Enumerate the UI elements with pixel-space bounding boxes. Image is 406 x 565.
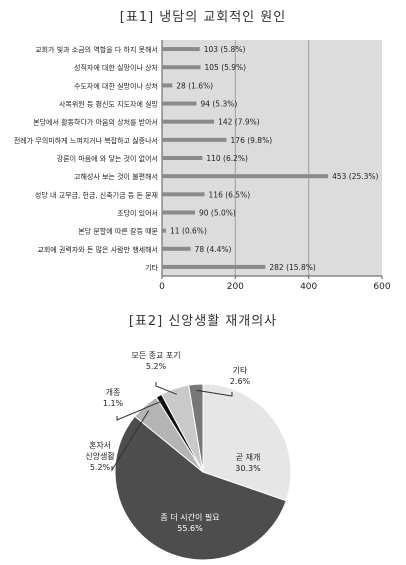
x-tick-label: 0 [159, 282, 165, 292]
bar [162, 210, 195, 215]
category-label: 조당이 있어서 [117, 208, 158, 217]
data-label: 105 (5.9%) [205, 63, 247, 72]
leader-line [155, 382, 177, 395]
chart2-title: [표2] 신앙생활 재개의사 [128, 314, 278, 329]
category-label: 교회에 권력자와 돈 많은 사람만 행세해서 [37, 245, 158, 254]
data-label: 28 (1.6%) [176, 81, 213, 90]
category-label: 성당 내 교무금, 헌금, 신축기금 등 돈 문제 [35, 190, 158, 199]
x-tick-label: 200 [227, 282, 244, 292]
bar [162, 264, 266, 269]
data-label: 282 (15.8%) [269, 263, 315, 272]
slice-name-label: 개종 [106, 387, 121, 397]
category-label: 본당에서 활동하다가 마음의 상처를 받아서 [33, 118, 158, 127]
bar [162, 137, 227, 142]
data-label: 110 (6.2%) [206, 154, 248, 163]
leader-line [111, 410, 150, 472]
slice-name-label: 곧 재개 [236, 452, 261, 462]
category-label: 고해성사 보는 것이 불편해서 [74, 172, 158, 181]
data-label: 11 (0.6%) [170, 227, 207, 236]
data-label: 176 (9.8%) [231, 136, 273, 145]
category-label: 강론이 마음에 와 닿는 것이 없어서 [57, 154, 158, 163]
bar [162, 192, 205, 197]
pie-slice [114, 415, 287, 561]
data-label: 90 (5.0%) [199, 208, 236, 217]
bar [162, 156, 203, 160]
category-label: 기타 [145, 263, 158, 272]
x-tick-label: 600 [373, 282, 390, 292]
bar [162, 246, 191, 251]
slice-name-label: 신앙생활 [85, 451, 115, 461]
slice-value-label: 5.2% [146, 362, 167, 371]
bar [162, 65, 201, 70]
slice-value-label: 55.6% [177, 524, 203, 533]
bar [162, 101, 197, 106]
bar [162, 228, 167, 233]
leader-line [196, 389, 233, 397]
slice-value-label: 2.6% [230, 377, 251, 386]
slice-name-label: 좀 더 시간이 필요 [160, 512, 219, 522]
data-label: 78 (4.4%) [195, 245, 232, 254]
bar [162, 174, 329, 179]
category-label: 교회가 빛과 소금의 역할을 다 하지 못해서 [35, 45, 158, 54]
category-label: 수도자에 대한 실망이나 상처 [74, 81, 158, 90]
slice-name-label: 기타 [233, 366, 248, 375]
slice-value-label: 30.3% [235, 464, 261, 473]
x-tick-label: 400 [300, 282, 317, 292]
data-label: 94 (5.3%) [200, 100, 237, 109]
slice-value-label: 5.2% [90, 463, 111, 472]
data-label: 103 (5.8%) [204, 45, 246, 54]
data-label: 453 (25.3%) [332, 172, 378, 181]
category-label: 본당 분할에 따른 갈등 때문 [78, 227, 158, 236]
bar [162, 119, 215, 124]
slice-name-label: 모든 종교 포기 [131, 351, 180, 360]
category-label: 성직자에 대한 실망이나 상처 [74, 63, 158, 72]
pie-slice [202, 383, 292, 502]
bar-chart: 교회가 빛과 소금의 역할을 다 하지 못해서 103 (5.8%) 성직자에 대한… [14, 40, 391, 292]
category-label: 전례가 무의미하게 느껴지거나 복잡하고 싫증나서 [14, 136, 158, 145]
slice-name-label: 혼자서 [89, 440, 111, 450]
bar [162, 83, 173, 88]
category-label: 사목위원 등 평신도 지도자에 실망 [59, 100, 159, 109]
bar [162, 47, 200, 52]
leader-line [116, 400, 163, 421]
data-label: 116 (6.5%) [209, 190, 251, 199]
slice-value-label: 1.1% [103, 399, 124, 408]
chart1-title: [표1] 냉담의 교회적인 원인 [119, 10, 287, 25]
data-label: 142 (7.9%) [218, 118, 260, 127]
pie-slice [188, 383, 204, 473]
